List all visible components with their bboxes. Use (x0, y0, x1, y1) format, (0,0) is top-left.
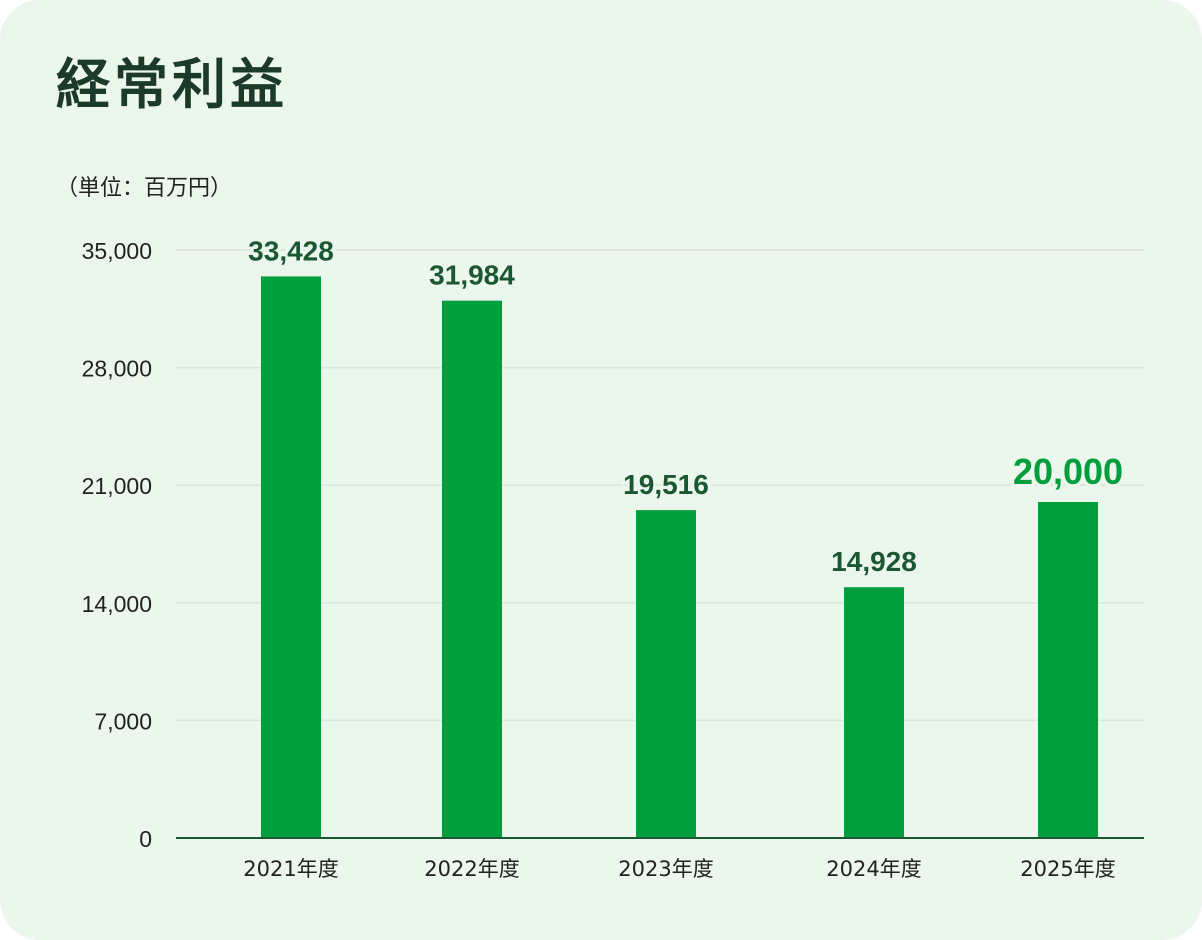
y-tick-label: 35,000 (82, 238, 152, 264)
x-category-label: 2025年度 (1020, 857, 1115, 881)
unit-label: （単位：百万円） (56, 176, 233, 201)
y-tick-label: 28,000 (82, 356, 152, 382)
bar-value-label: 33,428 (248, 235, 334, 266)
x-category-label: 2022年度 (424, 857, 519, 881)
bar-value-label: 19,516 (623, 469, 709, 500)
x-category-label: 2023年度 (618, 857, 713, 881)
x-category-label: 2024年度 (826, 857, 921, 881)
x-category-label: 2021年度 (243, 857, 338, 881)
y-tick-label: 14,000 (82, 591, 152, 617)
bar (636, 510, 696, 838)
bar (261, 276, 321, 838)
chart-title: 経常利益 (56, 53, 288, 116)
bar (844, 587, 904, 838)
bar (1038, 502, 1098, 838)
y-tick-label: 21,000 (82, 473, 152, 499)
y-tick-label: 0 (139, 826, 152, 852)
y-tick-label: 7,000 (94, 708, 152, 734)
bar-value-label: 31,984 (429, 260, 515, 291)
bar-value-label: 20,000 (1013, 451, 1123, 492)
bar-value-label: 14,928 (831, 546, 917, 577)
bar (442, 300, 502, 838)
